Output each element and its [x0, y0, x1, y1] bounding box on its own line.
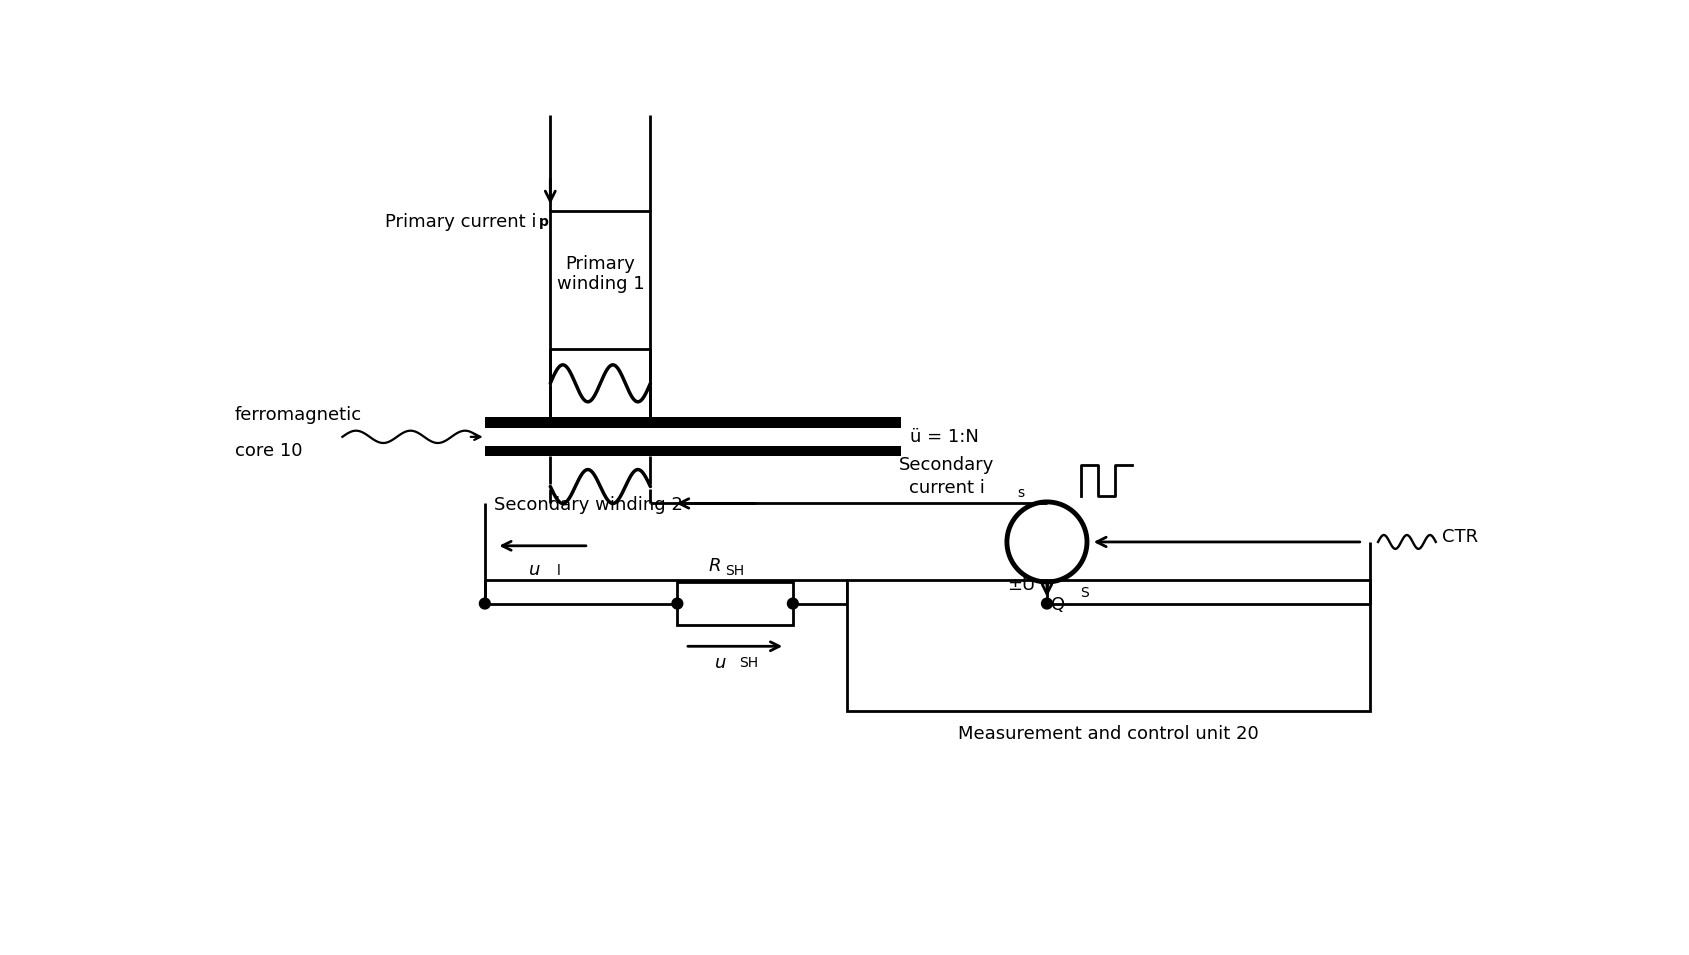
Text: l: l	[556, 564, 561, 579]
Text: current i: current i	[909, 479, 985, 498]
Text: Q: Q	[1051, 596, 1066, 614]
Text: Secondary winding 2: Secondary winding 2	[495, 496, 682, 514]
Text: u: u	[529, 562, 540, 579]
Text: u: u	[714, 654, 726, 672]
Bar	[551, 211, 650, 350]
Bar	[485, 446, 900, 456]
Bar	[846, 581, 1370, 711]
Text: Measurement and control unit 20: Measurement and control unit 20	[958, 725, 1258, 743]
Text: SH: SH	[740, 656, 758, 670]
Text: Secondary: Secondary	[899, 456, 995, 475]
Text: ±U: ±U	[1007, 576, 1035, 594]
Text: ü = 1:N: ü = 1:N	[910, 428, 978, 446]
Text: S: S	[1079, 585, 1089, 600]
Circle shape	[672, 598, 682, 609]
Bar	[485, 417, 900, 428]
Text: s: s	[1018, 485, 1025, 499]
Text: Primary
winding 1: Primary winding 1	[557, 255, 644, 293]
Text: SH: SH	[725, 563, 745, 578]
Circle shape	[787, 598, 799, 609]
Circle shape	[1042, 598, 1052, 609]
Text: p: p	[539, 216, 549, 229]
Text: Primary current i: Primary current i	[385, 213, 537, 231]
Text: core 10: core 10	[235, 442, 302, 459]
Text: R: R	[709, 557, 721, 575]
Text: CTR: CTR	[1442, 528, 1478, 546]
Bar	[677, 583, 792, 625]
Text: ferromagnetic: ferromagnetic	[235, 406, 361, 424]
Circle shape	[480, 598, 490, 609]
